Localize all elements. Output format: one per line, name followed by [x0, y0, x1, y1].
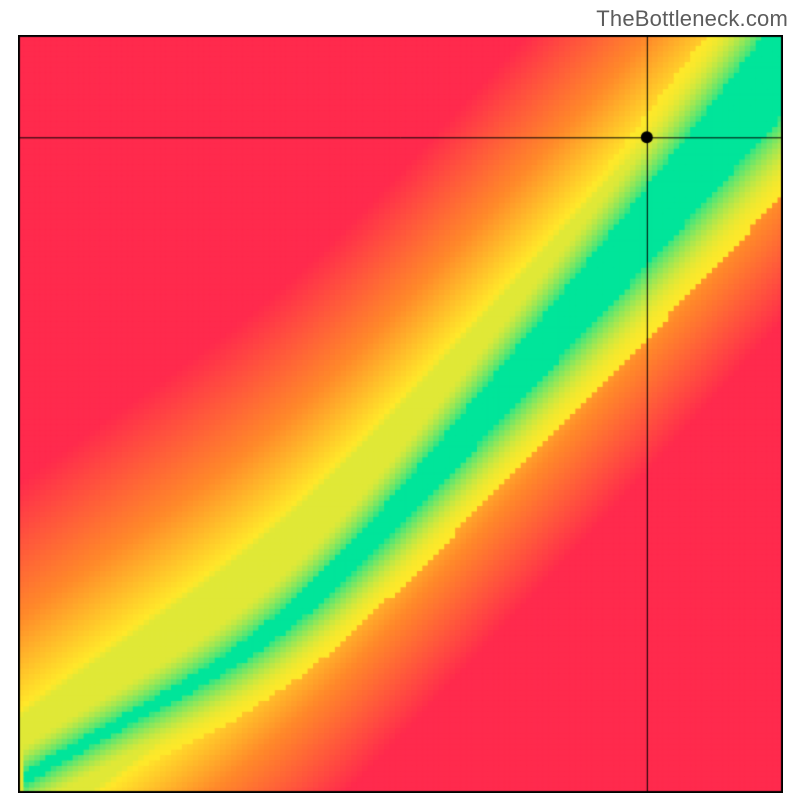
bottleneck-heatmap [18, 35, 783, 793]
chart-container: TheBottleneck.com [0, 0, 800, 800]
watermark-text: TheBottleneck.com [596, 6, 788, 32]
